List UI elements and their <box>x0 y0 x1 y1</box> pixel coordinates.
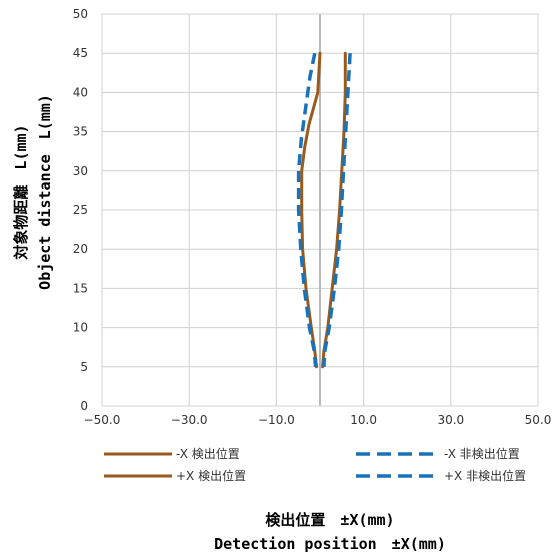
y-tick-label: 0 <box>80 399 88 413</box>
x-tick-label: 30.0 <box>437 413 464 427</box>
series-line-2 <box>321 51 347 369</box>
plot-area <box>101 13 539 407</box>
y-tick-label: 50 <box>73 7 88 21</box>
series-line-1 <box>300 51 322 369</box>
x-tick-label: −10.0 <box>258 413 295 427</box>
legend: -X 検出位置 +X 検出位置 -X 非検出位置 +X 非検出位置 <box>104 446 526 483</box>
y-tick-label: 35 <box>73 125 88 139</box>
tick-labels: 0 5 10 15 20 25 30 35 40 45 50 −50.0 −30.0 −10.0 10.0 3… <box>73 7 552 427</box>
y-tick-label: 30 <box>73 164 88 178</box>
legend-label-3: -X 非検出位置 <box>444 446 520 461</box>
y-axis-title-ja: 対象物距離 L(mm) <box>12 124 30 260</box>
y-axis-title-en: Object distance L(mm) <box>36 94 54 290</box>
series-line-4 <box>322 53 352 367</box>
x-tick-label: −50.0 <box>84 413 121 427</box>
legend-label-1: -X 検出位置 <box>176 446 240 461</box>
x-axis-title-en: Detection position ±X(mm) <box>214 535 446 553</box>
y-tick-label: 40 <box>73 85 88 99</box>
x-axis-title-ja: 検出位置 ±X(mm) <box>265 511 394 529</box>
y-tick-label: 5 <box>80 360 88 374</box>
legend-label-4: +X 非検出位置 <box>444 468 526 483</box>
series-lines <box>296 51 352 369</box>
grid <box>101 13 539 407</box>
y-tick-label: 20 <box>73 242 88 256</box>
x-tick-label: −30.0 <box>171 413 208 427</box>
y-tick-label: 15 <box>73 281 88 295</box>
legend-label-2: +X 検出位置 <box>176 468 246 483</box>
x-tick-label: 10.0 <box>350 413 377 427</box>
y-tick-label: 10 <box>73 321 88 335</box>
y-tick-label: 45 <box>73 46 88 60</box>
y-tick-label: 25 <box>73 203 88 217</box>
series-line-3 <box>296 52 318 367</box>
x-tick-label: 50.0 <box>525 413 552 427</box>
